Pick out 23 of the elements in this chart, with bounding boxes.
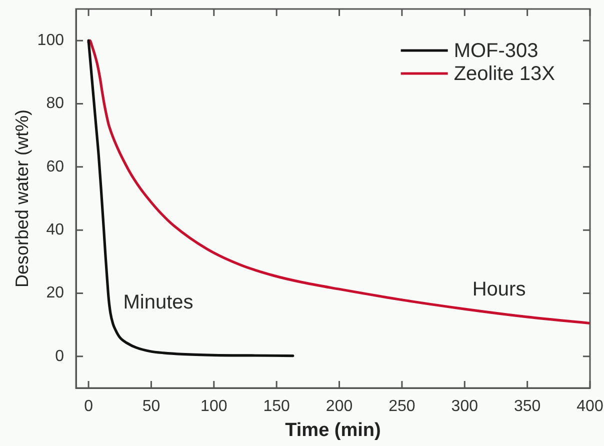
x-tick-label: 200 bbox=[326, 398, 353, 416]
x-tick-label: 100 bbox=[200, 398, 228, 416]
line-series bbox=[87, 39, 590, 325]
x-tick-label: 400 bbox=[576, 398, 604, 416]
y-tick-label: 100 bbox=[37, 32, 64, 49]
annotation: Minutes bbox=[123, 292, 194, 314]
legend-label: MOF-303 bbox=[454, 40, 538, 62]
legend-label: Zeolite 13X bbox=[454, 63, 555, 86]
y-axis-title: Desorbed water (wt%) bbox=[12, 109, 32, 288]
y-tick-label: 60 bbox=[46, 158, 64, 176]
x-tick-label: 300 bbox=[451, 398, 478, 416]
annotation: Hours bbox=[472, 278, 526, 300]
x-tick-label: 150 bbox=[263, 398, 290, 416]
line-series bbox=[87, 39, 294, 358]
x-tick-label: 350 bbox=[514, 398, 541, 416]
y-tick-label: 20 bbox=[46, 284, 64, 302]
x-axis-title: Time (min) bbox=[285, 420, 381, 441]
y-tick-label: 0 bbox=[55, 348, 64, 365]
x-tick-label: 0 bbox=[84, 398, 94, 416]
y-tick-label: 80 bbox=[46, 95, 64, 112]
x-tick-label: 250 bbox=[388, 398, 416, 416]
x-tick-label: 50 bbox=[142, 398, 160, 416]
y-tick-label: 40 bbox=[46, 221, 64, 238]
